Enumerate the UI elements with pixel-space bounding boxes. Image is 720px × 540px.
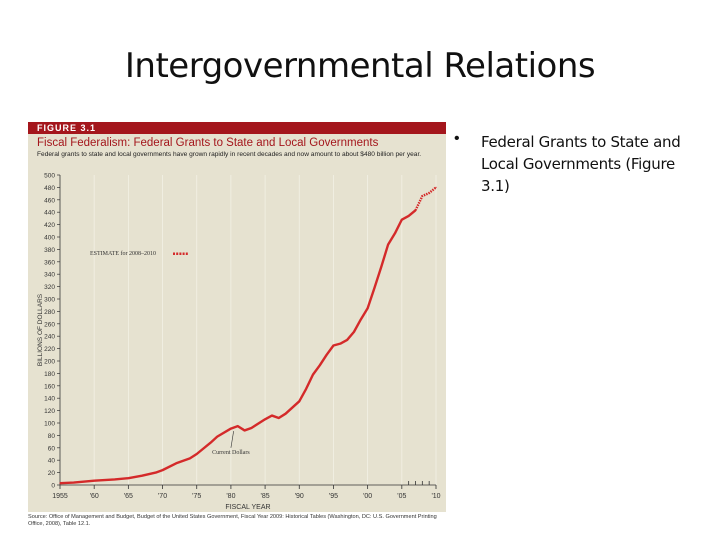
data-point <box>305 388 307 390</box>
x-tick-label: '85 <box>261 493 270 500</box>
y-tick-label: 0 <box>51 483 55 490</box>
data-point <box>408 215 410 217</box>
x-tick-label: '65 <box>124 493 133 500</box>
data-point <box>127 477 129 479</box>
data-point <box>93 480 95 482</box>
y-tick-label: 420 <box>44 222 55 229</box>
data-point <box>209 442 211 444</box>
y-tick-label: 320 <box>44 284 55 291</box>
x-tick-label: '60 <box>90 493 99 500</box>
x-tick-label: '80 <box>226 493 235 500</box>
figure-subtitle: Federal grants to state and local govern… <box>37 151 422 158</box>
data-point <box>114 478 116 481</box>
figure-source: Source: Office of Management and Budget,… <box>28 514 437 527</box>
data-point <box>339 343 341 345</box>
data-point <box>271 414 273 417</box>
data-point <box>298 400 300 402</box>
y-tick-label: 380 <box>44 247 55 254</box>
x-tick-label: '00 <box>363 493 372 500</box>
y-tick-label: 220 <box>44 346 55 353</box>
y-tick-label: 60 <box>48 445 56 452</box>
x-tick-label: '70 <box>158 493 167 500</box>
x-axis-label: FISCAL YEAR <box>225 504 270 511</box>
figure-label: FIGURE 3.1 <box>28 122 446 134</box>
data-point <box>175 462 177 464</box>
data-point <box>196 453 198 455</box>
y-tick-label: 440 <box>44 210 55 217</box>
y-tick-label: 120 <box>44 408 55 415</box>
data-point <box>394 232 396 234</box>
data-point <box>367 307 369 309</box>
y-tick-label: 300 <box>44 297 55 304</box>
x-tick-label: '90 <box>295 493 304 500</box>
y-tick-label: 400 <box>44 235 55 242</box>
bullet-marker: • <box>454 130 460 147</box>
data-point <box>155 472 157 474</box>
data-point <box>189 457 191 459</box>
x-tick-label: '10 <box>431 493 440 500</box>
grants-line-chart: 1955 '60 '65 '70 '75 '80 '85 '90 '95 '00 '05 '10 0 20… <box>37 173 441 512</box>
data-point <box>161 469 164 471</box>
annotation-current-dollars: Current Dollars <box>212 450 250 456</box>
figure-title: Fiscal Federalism: Federal Grants to Sta… <box>37 137 379 149</box>
x-tick-label: '05 <box>397 493 406 500</box>
y-tick-label: 140 <box>44 396 55 403</box>
data-point <box>230 427 232 430</box>
data-point-estimate <box>421 195 423 197</box>
data-point <box>243 429 246 432</box>
data-point <box>59 482 61 484</box>
data-point <box>401 219 403 221</box>
data-point <box>312 374 314 376</box>
y-tick-label: 360 <box>44 259 55 266</box>
y-tick-label: 280 <box>44 309 55 316</box>
data-point <box>237 425 239 427</box>
y-tick-label: 340 <box>44 272 55 279</box>
data-point <box>216 436 218 438</box>
data-point <box>387 243 389 246</box>
y-tick-label: 40 <box>48 458 56 465</box>
x-tick-label: '75 <box>192 493 201 500</box>
slide-title: Intergovernmental Relations <box>124 46 596 86</box>
data-point <box>250 427 253 429</box>
legend-estimate-label: ESTIMATE for 2008–2010 <box>90 250 156 257</box>
y-tick-label: 200 <box>44 359 55 366</box>
data-point <box>353 331 355 333</box>
data-point <box>319 364 321 366</box>
bullet-text: Federal Grants to State and Local Govern… <box>481 133 681 195</box>
y-tick-label: 460 <box>44 197 55 204</box>
x-tick-label: 1955 <box>52 493 68 500</box>
figure-3-1: 1955 '60 '65 '70 '75 '80 '85 '90 '95 '00 '05 '10 0 20… <box>28 122 446 512</box>
y-tick-label: 480 <box>44 185 55 192</box>
y-tick-label: 160 <box>44 383 55 390</box>
data-point <box>285 413 287 415</box>
data-point <box>346 339 348 341</box>
y-tick-label: 260 <box>44 321 55 328</box>
data-point <box>278 417 280 419</box>
y-tick-label: 180 <box>44 371 55 378</box>
y-tick-label: 20 <box>48 470 56 477</box>
data-point <box>264 418 266 420</box>
data-point <box>332 344 335 347</box>
data-point <box>360 318 362 321</box>
data-point-estimate <box>414 209 417 211</box>
y-tick-label: 240 <box>44 334 55 341</box>
y-tick-label: 500 <box>44 173 55 180</box>
y-tick-label: 80 <box>48 433 56 440</box>
data-point <box>141 475 143 477</box>
data-point <box>373 287 376 289</box>
series-line-estimate <box>414 186 437 211</box>
data-point-estimate <box>435 186 437 188</box>
data-point <box>73 481 75 484</box>
data-point <box>326 354 328 356</box>
x-tick-label: '95 <box>329 493 338 500</box>
y-axis-label: BILLIONS OF DOLLARS <box>37 293 44 366</box>
data-point-estimate <box>428 192 430 194</box>
annotation-pointer <box>230 431 234 448</box>
data-point <box>380 266 382 268</box>
y-tick-label: 100 <box>44 421 55 428</box>
